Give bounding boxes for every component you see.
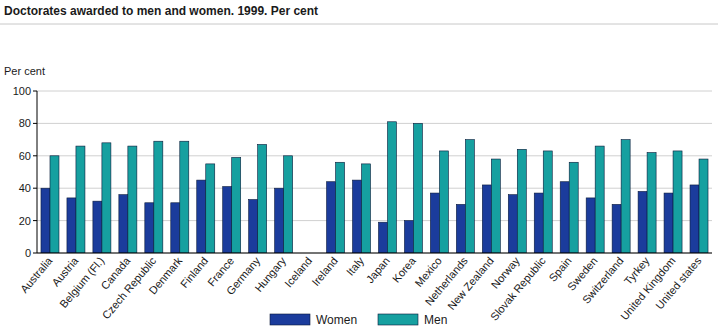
bar	[327, 182, 336, 253]
bar	[465, 140, 474, 253]
bar	[595, 146, 604, 253]
bar	[560, 182, 569, 253]
bar	[362, 164, 371, 253]
grid-line	[37, 91, 712, 92]
bar	[128, 146, 137, 253]
x-axis	[37, 253, 712, 254]
bar	[621, 140, 630, 253]
tick	[33, 155, 37, 156]
grid-line	[37, 123, 712, 124]
y-label: Per cent	[4, 65, 45, 77]
tick	[33, 253, 37, 254]
tick	[33, 220, 37, 221]
bar	[387, 122, 396, 253]
bar	[50, 156, 59, 253]
bar	[145, 203, 154, 253]
legend-label: Men	[424, 313, 447, 327]
bar	[534, 193, 543, 253]
bar	[664, 193, 673, 253]
category-label: Hungary	[252, 254, 288, 294]
category-label: Switzerland	[580, 255, 626, 306]
grid-line	[37, 155, 712, 156]
bar	[378, 222, 387, 253]
bar	[456, 204, 465, 253]
bar	[232, 157, 241, 253]
bar	[439, 151, 448, 253]
bar	[647, 153, 656, 253]
bar	[67, 198, 76, 253]
bar	[197, 180, 206, 253]
category-label: Ireland	[309, 255, 340, 288]
tick-label: 80	[19, 117, 31, 129]
bar	[102, 143, 111, 253]
bar	[508, 195, 517, 253]
bar	[638, 191, 647, 253]
bar	[517, 149, 526, 253]
bar	[171, 203, 180, 253]
bar	[154, 141, 163, 253]
bar	[482, 185, 491, 253]
bar	[690, 185, 699, 253]
chart: Doctorates awarded to men and women. 199…	[0, 0, 718, 332]
bar	[699, 159, 708, 253]
bar	[249, 200, 258, 253]
bar	[76, 146, 85, 253]
tick	[33, 188, 37, 189]
bar	[569, 162, 578, 253]
category-label: Slovak Republic	[488, 254, 548, 323]
category-label: Italy	[344, 254, 366, 278]
bar	[119, 195, 128, 253]
title-rule	[0, 24, 718, 25]
bar	[404, 221, 413, 253]
bar	[586, 198, 595, 253]
bar	[612, 204, 621, 253]
category-label: Australia	[18, 254, 55, 295]
tick-label: 40	[19, 182, 31, 194]
y-axis	[37, 91, 38, 253]
bar	[275, 188, 284, 253]
grid-line	[37, 220, 712, 221]
bar	[180, 141, 189, 253]
category-label: Denmark	[146, 254, 184, 296]
bar	[430, 193, 439, 253]
bar	[491, 159, 500, 253]
legend-swatch	[270, 314, 310, 325]
bar	[413, 123, 422, 253]
tick	[33, 91, 37, 92]
bar	[336, 162, 345, 253]
legend-swatch	[378, 314, 418, 325]
category-label: United states	[653, 254, 704, 311]
bar	[673, 151, 682, 253]
bar	[353, 180, 362, 253]
tick-label: 0	[25, 247, 31, 259]
category-label: Japan	[364, 255, 392, 286]
title: Doctorates awarded to men and women. 199…	[4, 4, 318, 18]
bar	[206, 164, 215, 253]
bars	[41, 122, 708, 253]
grid-line	[37, 188, 712, 189]
bar	[284, 156, 293, 253]
bar	[223, 187, 232, 253]
legend-label: Women	[316, 313, 357, 327]
tick	[33, 123, 37, 124]
grid-line	[37, 253, 712, 254]
tick-label: 100	[13, 85, 31, 97]
tick-label: 60	[19, 150, 31, 162]
category-label: Finland	[178, 255, 210, 290]
bar	[543, 151, 552, 253]
category-label: Iceland	[282, 255, 314, 290]
bar	[93, 201, 102, 253]
tick-label: 20	[19, 215, 31, 227]
bar	[41, 188, 50, 253]
bar	[258, 144, 267, 253]
